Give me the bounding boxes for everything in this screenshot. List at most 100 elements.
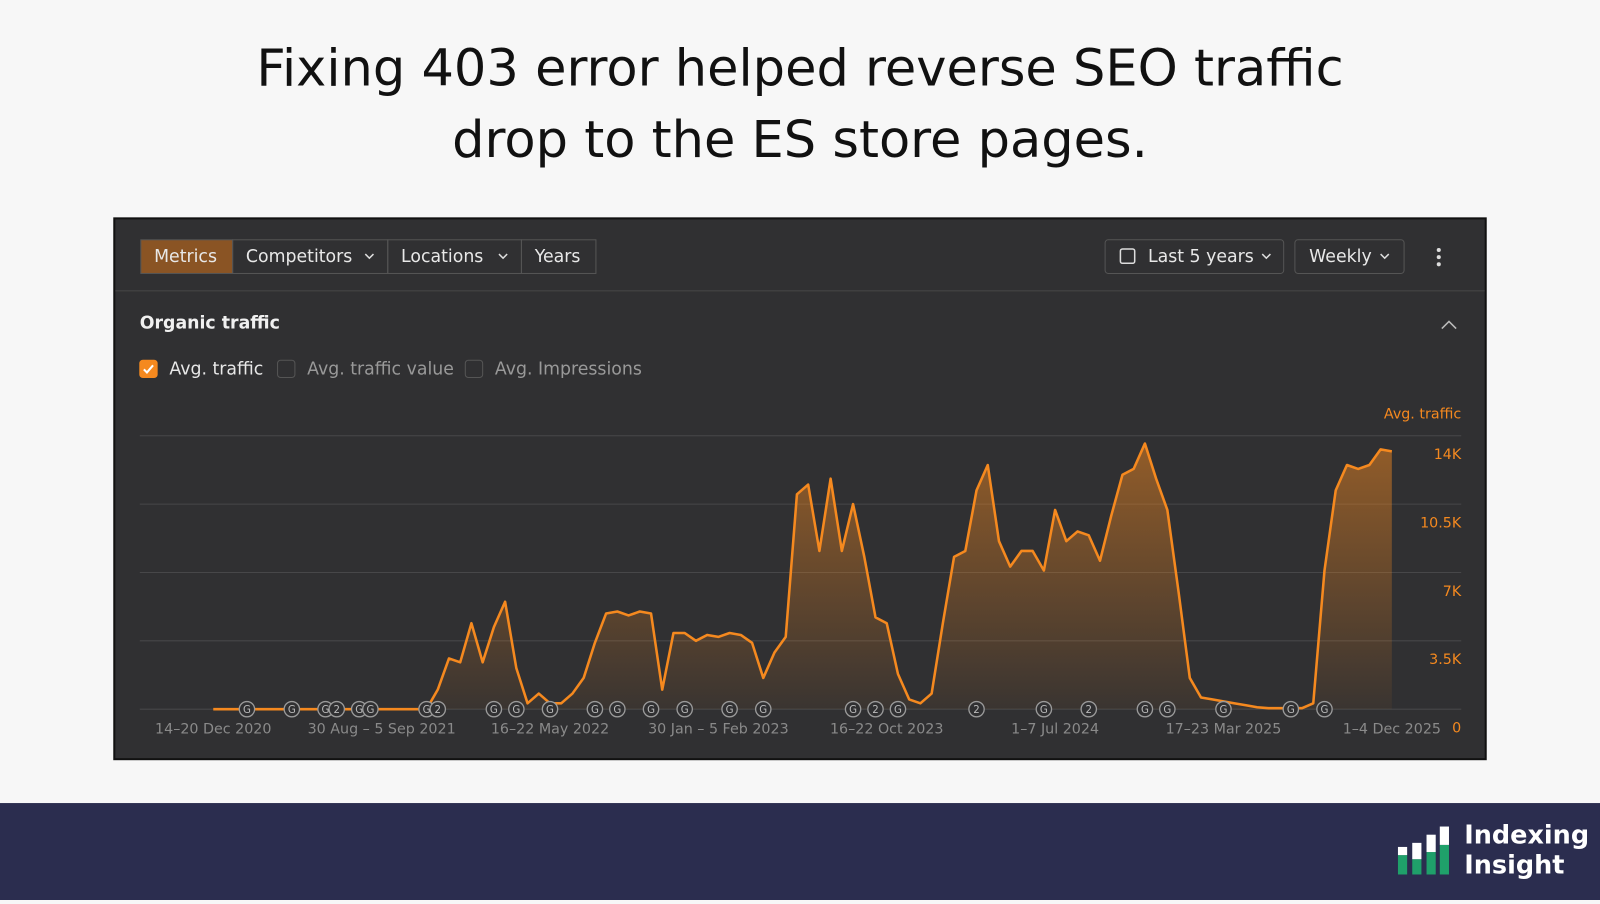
interval-dropdown[interactable]: [1294, 239, 1405, 274]
x-tick-label: 14–20 Dec 2020: [155, 722, 271, 738]
annotation-marker[interactable]: [1282, 700, 1300, 718]
y-tick-label: 0: [1452, 721, 1461, 737]
x-tick-label: 30 Jan – 5 Feb 2023: [648, 722, 789, 738]
y-tick-label: 7K: [1443, 584, 1462, 600]
annotation-label: G: [512, 705, 520, 716]
x-tick-label: 1–7 Jul 2024: [1011, 722, 1099, 738]
annotation-marker[interactable]: [844, 700, 862, 718]
checkbox[interactable]: [464, 359, 484, 379]
annotation-label: 2: [872, 705, 878, 716]
panel-title: Organic traffic: [140, 313, 280, 333]
annotation-marker[interactable]: [968, 700, 985, 718]
annotation-label: 2: [333, 705, 339, 716]
logo-icon: [1397, 826, 1449, 875]
annotation-label: G: [647, 705, 655, 716]
annotation-label: G: [894, 705, 902, 716]
annotation-marker[interactable]: [238, 700, 256, 718]
annotation-label: G: [591, 705, 599, 716]
y-tick-label: 3.5K: [1429, 652, 1462, 668]
calendar-icon: [1119, 248, 1136, 265]
checkmark: [143, 364, 154, 374]
range-label: Last 5 years: [1148, 247, 1254, 267]
annotation-label: G: [546, 705, 554, 716]
area: [213, 443, 1392, 710]
checkbox[interactable]: [277, 359, 296, 379]
annotation-marker[interactable]: [676, 700, 694, 718]
tab-label: Locations: [401, 247, 483, 267]
annotation-marker[interactable]: [754, 700, 772, 718]
annotation-marker[interactable]: [283, 700, 301, 718]
axis-label: Avg. traffic: [1384, 406, 1461, 422]
annotation-label: G: [759, 705, 767, 716]
chevron: [1261, 253, 1271, 260]
annotation-label: G: [288, 705, 296, 716]
annotation-marker[interactable]: [1316, 700, 1333, 718]
chevron: [1380, 253, 1390, 260]
title-line: Fixing 403 error helped reverse SEO traf…: [256, 39, 1343, 98]
annotation-label: G: [322, 705, 330, 716]
tab-label: Metrics: [154, 247, 217, 267]
annotation-label: G: [849, 705, 857, 716]
tab-label: Competitors: [246, 247, 352, 267]
annotation-marker[interactable]: [642, 700, 660, 718]
x-tick-label: 30 Aug – 5 Sep 2021: [308, 722, 456, 738]
title-line: drop to the ES store pages.: [452, 111, 1148, 170]
annotation-marker[interactable]: [721, 700, 738, 718]
annotation-marker[interactable]: [867, 700, 884, 718]
more-menu[interactable]: [1436, 247, 1441, 267]
tab[interactable]: [520, 239, 597, 274]
annotation-label: G: [355, 705, 363, 716]
annotation-label: G: [1321, 705, 1329, 716]
annotation-label: G: [1141, 705, 1149, 716]
annotation-label: G: [1163, 705, 1171, 716]
annotation-label: G: [613, 705, 621, 716]
logo-text: Indexing: [1464, 821, 1589, 851]
annotation-marker[interactable]: [889, 700, 907, 718]
checkbox[interactable]: [139, 359, 158, 379]
annotation-label: G: [681, 705, 689, 716]
y-tick-label: 10.5K: [1420, 515, 1462, 531]
annotation-marker[interactable]: [1080, 700, 1098, 718]
annotation-marker[interactable]: [1136, 700, 1154, 718]
option-label: Avg. traffic value: [307, 359, 454, 379]
interval-label: Weekly: [1309, 247, 1372, 267]
tab-label: Years: [534, 247, 581, 267]
annotation-marker[interactable]: [586, 700, 604, 718]
annotation-marker[interactable]: [1035, 700, 1053, 718]
tab[interactable]: [140, 239, 234, 274]
chevron: [364, 253, 375, 260]
option-label: Avg. traffic: [169, 359, 263, 379]
annotation-marker[interactable]: [362, 700, 379, 718]
annotation-marker[interactable]: [328, 700, 346, 718]
chevron: [498, 253, 508, 260]
option-label: Avg. Impressions: [495, 359, 642, 379]
annotation-label: G: [1287, 705, 1295, 716]
logo-text: Insight: [1464, 850, 1564, 880]
annotation-label: G: [726, 705, 734, 716]
annotation-marker[interactable]: [1159, 700, 1176, 718]
y-tick-label: 14K: [1434, 447, 1462, 463]
annotation-marker[interactable]: [485, 700, 503, 718]
annotation-label: G: [423, 705, 431, 716]
annotation-marker[interactable]: [429, 700, 447, 718]
x-tick-label: 1–4 Dec 2025: [1343, 722, 1441, 738]
annotation-label: G: [490, 705, 498, 716]
annotation-label: 2: [973, 705, 979, 716]
x-tick-label: 17–23 Mar 2025: [1166, 722, 1282, 738]
annotation-marker[interactable]: [508, 700, 525, 718]
range-dropdown[interactable]: [1104, 239, 1285, 274]
annotation-marker[interactable]: [541, 700, 559, 718]
annotation-label: 2: [435, 705, 441, 716]
annotation-marker[interactable]: [1215, 700, 1232, 718]
footer: [0, 803, 1600, 900]
line: [213, 442, 1393, 711]
x-tick-label: 16–22 Oct 2023: [830, 722, 943, 738]
annotation-marker[interactable]: [609, 700, 626, 718]
annotation-label: G: [366, 705, 374, 716]
annotation-label: G: [243, 705, 251, 716]
annotation-label: 2: [1086, 705, 1092, 716]
annotation-label: G: [1040, 705, 1048, 716]
collapse-icon[interactable]: [1441, 320, 1457, 330]
